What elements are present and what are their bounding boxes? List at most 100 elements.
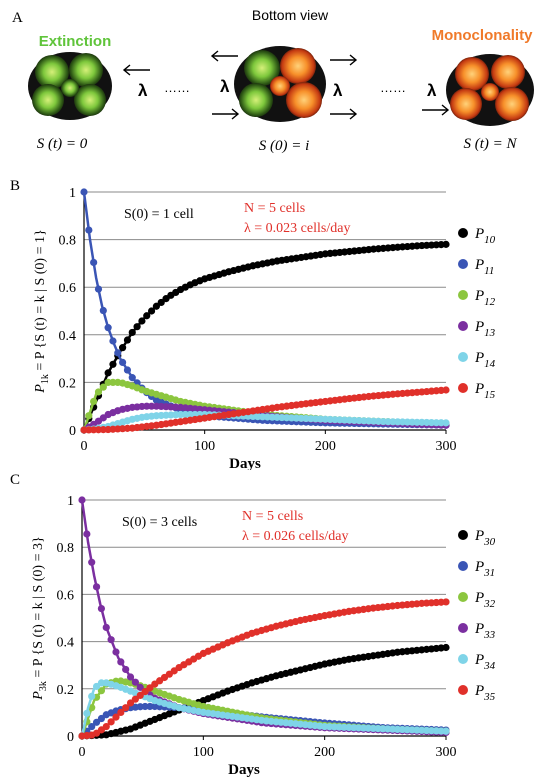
y-axis-label: P1k = P {S (t) = k | S (0) = 1} [33,229,51,393]
y-tick-label: 0.6 [59,281,77,296]
data-point [123,366,132,374]
legend-marker [458,685,468,695]
data-point [97,687,106,695]
data-point [442,386,450,394]
lambda-annotation: λ = 0.026 cells/day [242,529,348,544]
y-tick-label: 0.8 [57,541,75,556]
panel-a: A Bottom view Extinction Monoclonality [12,7,534,154]
legend-label-P30: P30 [474,528,496,548]
panel-a-letter: A [12,10,23,26]
data-point [90,397,98,406]
state-left: S (t) = 0 [37,136,88,152]
x-axis-label: Days [228,762,260,778]
data-point [442,419,450,427]
x-tick-label: 0 [79,745,86,760]
legend-marker [458,352,468,362]
data-point [442,240,450,248]
y-tick-label: 0.2 [59,376,77,391]
legend-label-P10: P10 [474,226,496,246]
dots-left: …… [164,80,190,95]
data-point [104,369,112,377]
legend-marker [458,530,468,540]
data-point [128,374,136,382]
legend-marker [458,623,468,633]
data-point [97,604,106,613]
data-point [117,708,125,716]
y-tick-label: 0 [69,424,76,439]
state-middle: S (0) = i [259,138,310,154]
start-annotation: S(0) = 1 cell [124,207,194,222]
y-tick-label: 0.6 [57,588,75,603]
data-point [123,336,132,344]
dots-right: …… [380,80,406,95]
legend-label-P12: P12 [474,288,496,308]
series-points-P35 [78,598,450,740]
legend-label-P15: P15 [474,381,496,401]
data-point [94,388,103,396]
data-point [102,623,110,632]
data-point [78,496,86,504]
x-tick-label: 300 [436,439,457,454]
data-point [138,317,146,325]
panel-letter: B [10,178,20,194]
crypt-extinction-icon [28,52,112,120]
data-point [131,695,139,703]
x-tick-label: 300 [436,745,457,760]
legend-marker [458,561,468,571]
legend-marker [458,321,468,331]
data-point [119,344,127,352]
data-point [136,683,144,691]
data-point [133,323,141,331]
data-point [126,673,135,681]
lambda-left: λ [138,81,148,100]
x-tick-label: 100 [194,439,215,454]
lambda-annotation: λ = 0.023 cells/day [244,221,350,236]
data-point [107,636,115,644]
data-point [152,302,160,310]
y-tick-label: 0.2 [57,683,75,698]
legend-marker [458,383,468,393]
x-tick-label: 200 [315,439,336,454]
series-line-P10 [82,243,447,431]
data-point [83,709,91,717]
data-point [97,714,106,723]
legend-marker [458,290,468,300]
data-point [131,678,139,686]
data-point [88,722,96,731]
data-point [442,598,450,606]
data-point [88,558,96,566]
data-point [141,688,149,696]
data-point [122,704,130,712]
crypt-monoclonal-icon [446,54,534,126]
data-point [117,658,125,666]
data-point [85,226,93,234]
data-point [80,188,88,196]
legend-label-P14: P14 [474,350,496,370]
data-point [94,285,103,293]
panel-letter: C [10,472,20,488]
start-annotation: S(0) = 3 cells [122,515,197,530]
state-right: S (t) = N [463,136,517,152]
data-point [90,258,98,267]
data-point [143,312,151,320]
extinction-label: Extinction [39,33,112,50]
data-point [104,324,112,332]
data-point [83,530,91,538]
data-point [146,684,154,692]
legend-label-P32: P32 [474,590,496,610]
data-point [147,307,156,315]
data-point [107,718,115,726]
data-point [114,349,122,357]
n-annotation: N = 5 cells [244,201,305,216]
data-point [109,337,117,345]
chart-b: B 0 0.2 0.4 0.6 0.8 1 0 100 200 300 Days P1k = P {S … [10,178,496,470]
y-tick-label: 1 [67,494,74,509]
arrows [122,50,450,120]
monoclonality-label: Monoclonality [432,27,533,44]
data-point [128,328,136,337]
data-point [119,358,127,367]
data-point [112,648,120,656]
lambda-mid-right: λ [333,81,343,100]
x-tick-label: 0 [81,439,88,454]
panel-a-title: Bottom view [252,7,329,23]
